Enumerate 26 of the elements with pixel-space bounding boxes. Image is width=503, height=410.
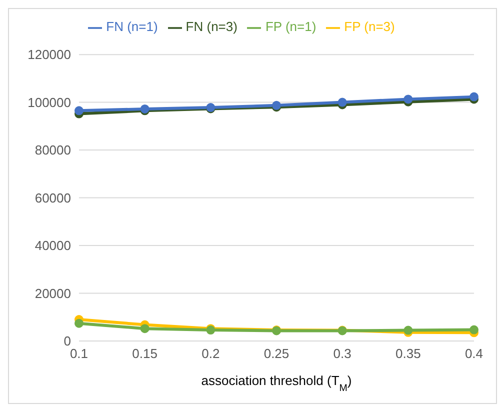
x-tick-label: 0.2 <box>202 346 220 362</box>
y-tick-label: 80000 <box>34 142 71 158</box>
point <box>470 325 478 334</box>
x-tick-label: 0.1 <box>70 346 88 362</box>
legend-label: FN (n=1) <box>106 19 158 34</box>
x-tick-label: 0.35 <box>396 346 421 362</box>
x-tick-label: 0.25 <box>264 346 290 362</box>
x-tick-label: 0.3 <box>333 346 352 362</box>
y-tick-label: 20000 <box>34 286 71 301</box>
y-tick-label: 40000 <box>34 238 71 254</box>
legend-label: FN (n=3) <box>186 19 238 34</box>
point <box>338 98 347 107</box>
y-tick-label: 60000 <box>34 190 71 206</box>
y-tick-label: 100000 <box>28 94 71 110</box>
legend-label: FP (n=1) <box>265 19 316 34</box>
point <box>74 106 84 116</box>
point <box>470 92 478 102</box>
y-tick-label: 0 <box>64 334 71 349</box>
x-tick-label: 0.4 <box>464 346 484 362</box>
point <box>74 318 84 328</box>
legend-label: FP (n=3) <box>344 19 395 34</box>
point <box>140 324 150 334</box>
point <box>404 94 413 104</box>
x-tick-label: 0.15 <box>132 346 158 362</box>
x-axis-title: association threshold (T$_{M}$) <box>201 373 352 394</box>
y-tick-label: 120000 <box>28 47 71 62</box>
